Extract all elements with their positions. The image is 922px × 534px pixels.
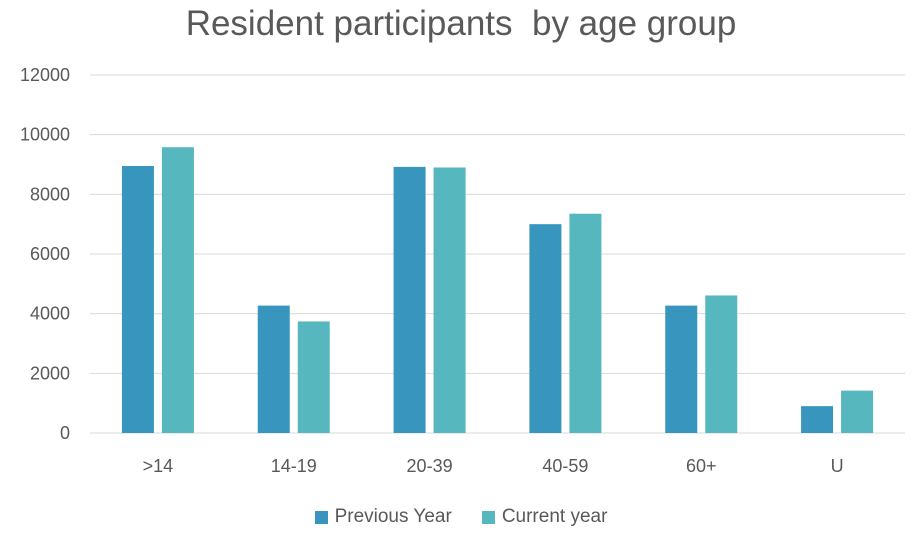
y-tick-label: 0 [60, 423, 70, 443]
bar-previous-year-4 [665, 305, 698, 433]
y-tick-label: 2000 [30, 363, 70, 383]
bar-current-year-2 [433, 167, 466, 433]
chart-legend: Previous Year Current year [0, 506, 922, 528]
legend-swatch [481, 510, 495, 524]
x-tick-label: 40-59 [542, 456, 588, 476]
legend-label: Previous Year [334, 506, 452, 527]
y-tick-label: 12000 [20, 65, 70, 85]
bar-current-year-3 [569, 213, 602, 433]
bar-previous-year-3 [529, 224, 562, 433]
bar-previous-year-2 [393, 166, 426, 434]
x-tick-label: 60+ [686, 456, 717, 476]
bar-previous-year-0 [121, 165, 154, 433]
x-tick-label: U [831, 456, 844, 476]
bar-current-year-1 [297, 321, 330, 433]
y-tick-label: 6000 [30, 244, 70, 264]
bar-current-year-4 [705, 295, 738, 433]
x-tick-label: 20-39 [407, 456, 453, 476]
legend-item: Previous Year [314, 506, 452, 528]
y-tick-label: 8000 [30, 184, 70, 204]
legend-label: Current year [501, 506, 608, 527]
bar-previous-year-1 [257, 305, 290, 433]
bar-previous-year-5 [801, 406, 834, 433]
x-tick-label: 14-19 [271, 456, 317, 476]
bar-current-year-5 [841, 390, 874, 433]
chart-title: Resident participants by age group [185, 4, 737, 43]
legend-item: Current year [481, 506, 608, 528]
y-tick-label: 4000 [30, 304, 70, 324]
bar-current-year-0 [161, 147, 194, 434]
legend-swatch [314, 510, 328, 524]
x-tick-label: >14 [143, 456, 174, 476]
y-tick-label: 10000 [20, 125, 70, 145]
